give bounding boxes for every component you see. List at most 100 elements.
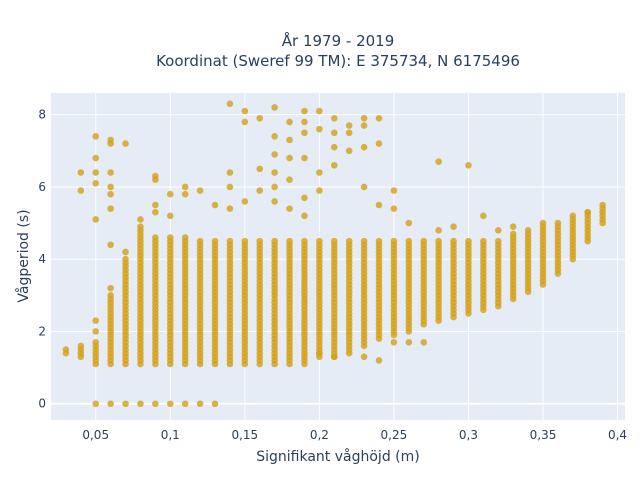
data-point [316, 237, 323, 245]
data-point [271, 104, 278, 111]
data-point [92, 180, 100, 187]
data-point [420, 237, 428, 245]
data-point [330, 353, 338, 361]
data-point [271, 237, 278, 245]
data-point [107, 292, 114, 299]
data-point [92, 216, 100, 223]
data-point [226, 100, 234, 108]
data-point [92, 154, 100, 162]
x-axis-title: Signifikant våghöjd (m) [256, 448, 419, 465]
data-point [494, 237, 502, 245]
tick-labels: 0,05 0,1 0,15 0,2 0,25 0,3 0,35 0,4 0 2 4 6 8 [38, 108, 627, 442]
data-point [256, 114, 264, 122]
data-point [107, 136, 114, 144]
data-point [271, 133, 278, 140]
data-point [107, 183, 114, 191]
data-point [271, 183, 278, 191]
data-point [360, 143, 368, 151]
data-point [77, 169, 85, 176]
data-point [241, 118, 249, 126]
data-point [92, 328, 100, 335]
plot-area [51, 93, 625, 420]
data-point [301, 154, 308, 162]
data-point [405, 237, 413, 245]
data-point [107, 284, 114, 292]
data-point [152, 201, 159, 209]
x-tick-label: 0,4 [608, 428, 627, 442]
data-point [450, 237, 457, 245]
x-tick-label: 0,15 [231, 428, 258, 442]
data-point [435, 227, 442, 234]
data-point [465, 161, 472, 169]
data-point [122, 255, 129, 263]
data-point [152, 208, 159, 216]
data-point [480, 212, 487, 220]
data-point [286, 154, 293, 162]
data-point [330, 114, 338, 122]
data-point [226, 237, 234, 245]
data-point [122, 400, 129, 408]
data-point [360, 237, 368, 245]
data-point [301, 237, 308, 245]
data-point [271, 151, 278, 158]
data-point [196, 187, 204, 194]
data-point [286, 205, 293, 212]
chart-title-line-2: Koordinat (Sweref 99 TM): E 375734, N 61… [156, 52, 520, 70]
data-point [345, 147, 353, 155]
data-point [107, 205, 114, 212]
data-point [360, 353, 368, 361]
data-point [286, 118, 293, 126]
data-point [301, 107, 308, 115]
data-point [241, 237, 249, 245]
data-point [122, 140, 129, 147]
data-point [330, 129, 338, 137]
data-point [241, 107, 249, 115]
data-point [77, 187, 85, 194]
data-point [345, 122, 353, 129]
data-point [390, 187, 398, 194]
data-point [509, 230, 517, 238]
data-point [301, 212, 308, 220]
data-point [569, 212, 577, 220]
data-point [107, 400, 114, 408]
data-point [554, 219, 562, 227]
data-point [316, 125, 323, 133]
data-point [271, 198, 278, 205]
data-point [301, 194, 308, 202]
data-point [330, 143, 338, 151]
data-point [107, 241, 114, 249]
data-point [152, 400, 159, 408]
data-point [539, 219, 547, 227]
data-point [450, 223, 457, 230]
data-point [211, 400, 219, 408]
data-point [181, 400, 189, 408]
data-point [286, 136, 293, 144]
data-point [152, 172, 159, 180]
data-point [599, 201, 606, 209]
data-point [256, 165, 264, 173]
data-point [137, 400, 144, 408]
data-point [196, 400, 204, 408]
data-point [166, 234, 174, 241]
chart-title-line-1: År 1979 - 2019 [282, 31, 395, 50]
data-point [137, 223, 144, 230]
data-point [345, 349, 353, 357]
data-point [211, 237, 219, 245]
data-point [137, 216, 144, 223]
data-point [152, 234, 159, 241]
data-point [181, 183, 189, 191]
data-point [494, 227, 502, 234]
y-tick-label: 8 [38, 108, 46, 122]
data-point [301, 118, 308, 126]
data-point [226, 205, 234, 212]
data-point [375, 357, 383, 364]
data-point [360, 114, 368, 122]
data-point [226, 183, 234, 191]
data-point [271, 169, 278, 176]
data-point [465, 237, 472, 245]
data-point [226, 169, 234, 176]
data-point [375, 201, 383, 209]
data-point [390, 205, 398, 212]
data-point [316, 349, 323, 357]
data-point [509, 223, 517, 230]
